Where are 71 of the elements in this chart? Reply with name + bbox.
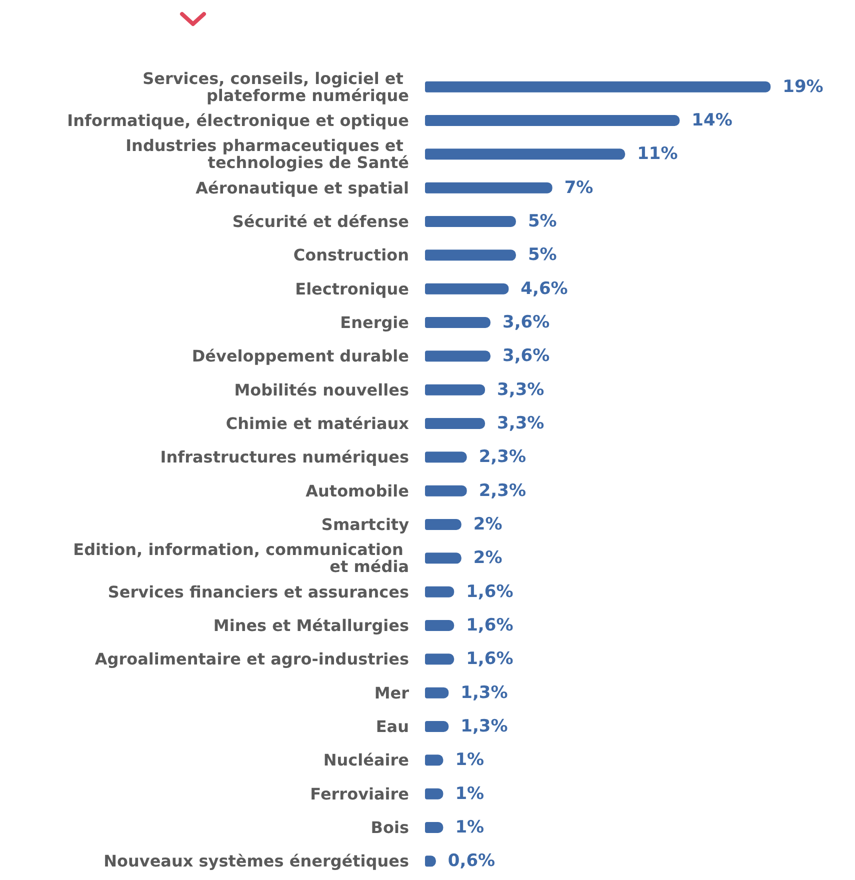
- data-label: 3,3%: [497, 380, 544, 400]
- data-label: 1,3%: [460, 716, 508, 736]
- bar: [425, 81, 771, 92]
- data-label: 2,3%: [478, 480, 526, 501]
- y-tick-label: Electronique: [295, 279, 410, 298]
- bar: [425, 384, 486, 396]
- y-tick-label: Informatique, électronique et optique: [67, 111, 410, 130]
- bar: [425, 115, 680, 126]
- y-tick-label: Edition, information, communication et média: [73, 540, 409, 576]
- bar: [425, 822, 444, 833]
- data-label: 1,6%: [466, 649, 514, 670]
- y-tick-label: Agroalimentaire et agro-industries: [94, 650, 409, 669]
- data-label: 1%: [455, 818, 484, 838]
- bar: [425, 283, 509, 294]
- y-tick-label: Mobilités nouvelles: [234, 380, 409, 400]
- y-tick-label: Sécurité et défense: [232, 212, 410, 231]
- y-tick-label: Construction: [293, 246, 409, 265]
- data-label: 11%: [637, 144, 678, 164]
- bar: [425, 452, 467, 463]
- data-label: 2%: [473, 514, 502, 534]
- bar: [425, 687, 449, 698]
- data-label: 1,6%: [466, 616, 514, 636]
- bar: [425, 317, 490, 328]
- y-tick-label: Chimie et matériaux: [226, 414, 410, 433]
- bar: [425, 620, 454, 631]
- data-label: 5%: [528, 245, 557, 266]
- y-tick-label: Services, conseils, logiciel et plateforme numérique: [142, 68, 410, 105]
- bar: [425, 485, 467, 496]
- y-tick-label: Nouveaux systèmes énergétiques: [104, 852, 409, 871]
- y-tick-label: Ferroviaire: [310, 784, 410, 804]
- y-tick-label: Smartcity: [321, 515, 410, 534]
- bar: [425, 418, 486, 429]
- y-tick-label: Bois: [370, 818, 409, 837]
- bar: [425, 654, 454, 665]
- data-label: 19%: [782, 76, 824, 97]
- bar: [425, 148, 626, 160]
- bar: [425, 182, 552, 194]
- data-label: 1,6%: [466, 582, 514, 602]
- bar: [425, 721, 449, 732]
- y-tick-label: Développement durable: [192, 346, 410, 366]
- data-label: 4,6%: [520, 278, 568, 299]
- y-tick-label: Automobile: [306, 481, 410, 500]
- data-label: 0,6%: [448, 851, 496, 872]
- data-label: 5%: [528, 212, 557, 232]
- bar: [425, 350, 490, 362]
- y-tick-label: Infrastructures numériques: [160, 448, 409, 467]
- data-label: 7%: [564, 178, 594, 198]
- data-label: 1%: [455, 784, 484, 804]
- bar: [425, 519, 462, 530]
- bar: [425, 586, 454, 598]
- data-label: 3,3%: [497, 414, 544, 434]
- bar: [425, 250, 516, 261]
- y-tick-label: Mer: [374, 683, 410, 702]
- y-tick-label: Nucléaire: [323, 750, 410, 770]
- data-label: 14%: [692, 110, 732, 130]
- y-tick-label: Energie: [340, 313, 410, 332]
- data-label: 3,6%: [502, 312, 550, 332]
- data-label: 2%: [473, 548, 502, 568]
- data-label: 1,3%: [460, 682, 508, 703]
- data-label: 3,6%: [502, 346, 550, 366]
- bar: [425, 754, 444, 766]
- y-tick-label: Eau: [376, 717, 409, 736]
- bar: [425, 788, 444, 800]
- y-tick-label: Aéronautique et spatial: [196, 178, 409, 198]
- data-label: 2,3%: [478, 447, 526, 468]
- y-tick-label: Mines et Métallurgies: [213, 616, 409, 635]
- y-tick-label: Services financiers et assurances: [108, 582, 409, 602]
- data-label: 1%: [455, 750, 484, 770]
- bar: [425, 552, 462, 564]
- y-tick-label: Industries pharmaceutiques et technologies de Santé: [126, 136, 410, 172]
- bar: [425, 216, 516, 227]
